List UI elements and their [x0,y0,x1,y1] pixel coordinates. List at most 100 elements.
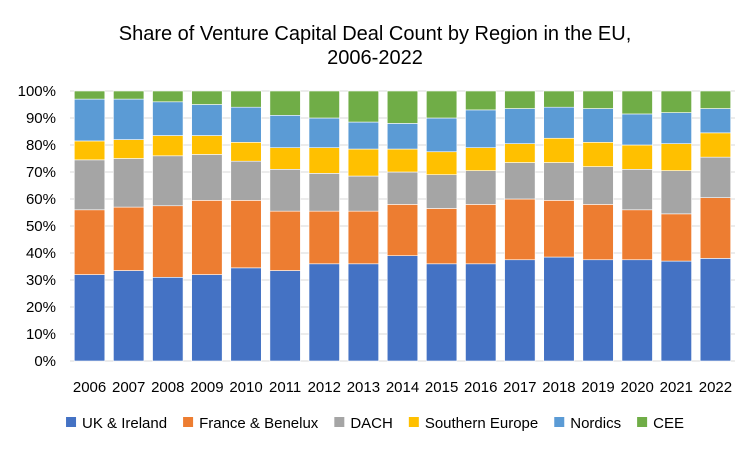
bar-segment [543,90,575,108]
x-axis-ticks: 2006 2007 2008 2009 2010 2011 2012 2013 2014 2015… [73,379,732,396]
bar-segment [621,113,653,146]
bar-segment [699,108,731,134]
bar-segment [465,147,497,171]
bar-segment [191,104,223,136]
y-tick-label: 20% [26,299,56,316]
y-tick-label: 30% [26,272,56,289]
bar-segment [113,139,145,159]
bar-segment [152,205,184,278]
bar-segment [582,90,614,109]
bar-segment [74,98,106,142]
bar-segment [230,106,262,143]
bar-segment [269,90,301,116]
bar-segment [699,90,731,109]
x-tick-label: 2018 [542,379,575,396]
bar-segment [308,90,340,119]
bar-segment [113,90,145,100]
legend-item: CEE [637,415,684,432]
x-tick-label: 2010 [229,379,262,396]
bar-segment [504,162,536,200]
bar-segment [699,197,731,259]
bar-segment [347,210,379,265]
x-tick-label: 2012 [308,379,341,396]
bar-segment [74,90,106,100]
bar-segment [582,204,614,261]
bar-segment [504,108,536,144]
bar-segment [426,208,458,265]
bar-segment [465,204,497,265]
bar-segment [582,259,614,362]
legend-item: Nordics [554,415,621,432]
bar-segment [269,169,301,212]
bar-segment [621,169,653,211]
legend-swatch [66,417,77,427]
bar-segment [543,137,575,163]
bar-segment [621,259,653,362]
bar-segment [308,147,340,174]
bar-segment [308,117,340,149]
chart-title-line-1: Share of Venture Capital Deal Count by R… [119,23,632,45]
bar-segment [230,200,262,269]
bar-segment [660,143,692,171]
bar-segment [504,259,536,362]
bar-segment [660,112,692,144]
bar-segment [543,162,575,201]
bar-segment [543,256,575,362]
bar-segment [152,90,184,103]
y-tick-label: 60% [26,191,56,208]
bar-segment [308,210,340,265]
bar-segment [113,98,145,140]
legend-item: UK & Ireland [66,415,167,432]
legend-label: UK & Ireland [82,415,167,432]
legend-swatch [334,417,345,427]
legend-swatch [183,417,194,427]
x-tick-label: 2009 [190,379,223,396]
bar-segment [426,263,458,362]
bar-segment [308,173,340,212]
bar-segment [465,90,497,111]
bar-segment [269,210,301,271]
bar-segment [504,143,536,163]
bar-segment [660,90,692,113]
bar-segment [269,270,301,362]
legend-label: Southern Europe [425,415,538,432]
bar-segment [347,263,379,362]
legend-swatch [637,417,648,427]
bar-segment [465,170,497,205]
y-tick-label: 40% [26,245,56,262]
bar-segment [660,170,692,215]
bar-segment [621,144,653,170]
y-axis-ticks: 0% 10% 20% 30% 40% 50% 60% 70% 80% 90% 100% [18,83,56,370]
y-tick-label: 0% [34,353,56,370]
bar-segment [465,109,497,149]
bar-segment [426,117,458,153]
bar-segment [152,155,184,207]
bar-segment [230,267,262,362]
bar-segment [152,276,184,362]
legend-item: France & Benelux [183,415,319,432]
bar-segment [582,108,614,143]
x-tick-label: 2014 [386,379,419,396]
bar-segment [660,213,692,262]
bar-segment [152,135,184,157]
bar-segment [582,166,614,205]
bar-segment [386,171,419,205]
y-tick-label: 10% [26,326,56,343]
legend-label: DACH [350,415,393,432]
bar-segment [113,206,145,271]
bar-segment [426,174,458,209]
x-tick-label: 2021 [660,379,693,396]
bar-segment [74,274,106,362]
bar-segment [191,274,223,362]
bar-segment [347,175,379,212]
bar-segment [543,200,575,258]
x-tick-label: 2022 [699,379,732,396]
legend-item: Southern Europe [408,415,538,432]
bar-segment [269,147,301,170]
bar-segment [621,209,653,261]
y-tick-label: 80% [26,137,56,154]
bar-segment [386,90,419,124]
bar-segment [230,160,262,201]
